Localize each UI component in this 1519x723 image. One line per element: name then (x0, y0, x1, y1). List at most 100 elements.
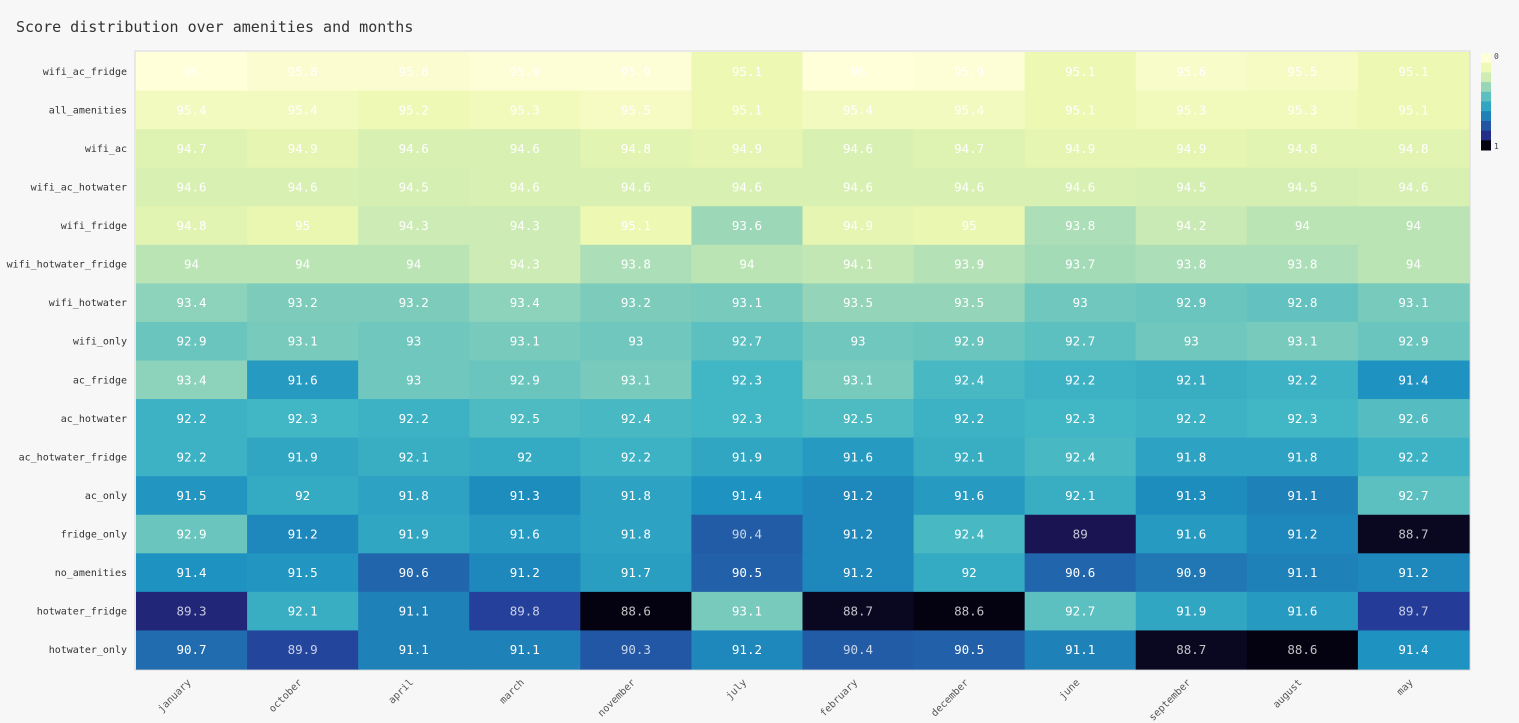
y-tick-label: all_amenities (49, 105, 127, 116)
heatmap-cells (136, 52, 1470, 670)
heatmap-cell (247, 52, 359, 92)
cell-value-label: 94.7 (176, 141, 206, 156)
heatmap-cell (580, 206, 693, 246)
colorbar-segment (1481, 91, 1491, 102)
heatmap-cell (1357, 52, 1470, 92)
cell-value-label: 94.6 (1065, 179, 1095, 194)
cell-value-label: 92.2 (954, 411, 984, 426)
cell-value-label: 93.8 (1065, 218, 1095, 233)
heatmap-cell (580, 244, 693, 284)
heatmap-cell (1357, 591, 1470, 632)
heatmap-cell (1246, 321, 1359, 362)
cell-value-label: 92 (962, 565, 977, 580)
heatmap-cell (358, 129, 470, 169)
cell-value-label: 91.2 (843, 565, 873, 580)
heatmap-cell (580, 283, 693, 323)
heatmap-cell (358, 553, 470, 593)
cell-value-label: 93.1 (288, 334, 318, 349)
heatmap-cell (913, 283, 1026, 323)
cell-value-label: 94.8 (621, 141, 651, 156)
y-tick-label: hotwater_only (49, 645, 127, 656)
heatmap-cell (913, 476, 1026, 516)
cell-value-label: 93.8 (621, 257, 651, 272)
cell-value-label: 93 (628, 334, 643, 349)
cell-value-label: 91.4 (732, 488, 762, 503)
heatmap-cell (1135, 167, 1248, 207)
heatmap-cell (1357, 321, 1470, 362)
heatmap-cell (802, 553, 915, 593)
colorbar-segment (1481, 140, 1491, 151)
cell-value-label: 91.5 (176, 488, 206, 503)
heatmap-cell-labels: 96 95.8 95.8 95.9 95.9 95.1 96 95.9 95.1 95.6 95.5… (176, 64, 1428, 657)
cell-value-label: 93.4 (176, 372, 206, 387)
cell-value-label: 92.9 (1398, 334, 1428, 349)
y-tick-label: wifi_fridge (61, 221, 127, 232)
heatmap-cell (358, 244, 470, 284)
heatmap-cell (1357, 283, 1470, 323)
cell-value-label: 91.9 (732, 449, 762, 464)
heatmap-cell (691, 90, 804, 130)
cell-value-label: 94 (406, 257, 421, 272)
cell-value-label: 93.1 (732, 295, 762, 310)
cell-value-label: 95.2 (399, 102, 429, 117)
heatmap-cell (247, 553, 359, 593)
y-tick-label: ac_hotwater_fridge (19, 452, 127, 463)
colorbar-segment (1481, 72, 1491, 83)
heatmap-cell (136, 514, 248, 554)
cell-value-label: 91.9 (1176, 604, 1206, 619)
heatmap-cell (136, 476, 248, 516)
heatmap-cell (1246, 283, 1359, 323)
cell-value-label: 94.6 (399, 141, 429, 156)
heatmap-cell (136, 52, 248, 92)
cell-value-label: 91.2 (1398, 565, 1428, 580)
heatmap-cell (469, 52, 581, 92)
cell-value-label: 91.8 (621, 488, 651, 503)
cell-value-label: 88.7 (1176, 642, 1206, 657)
cell-value-label: 94.6 (843, 179, 873, 194)
heatmap-cell (247, 514, 359, 554)
heatmap-cell (1024, 514, 1137, 554)
heatmap-cell (247, 206, 359, 246)
heatmap-cell (913, 437, 1026, 477)
cell-value-label: 93 (406, 372, 421, 387)
heatmap-cell (247, 283, 359, 323)
heatmap-cell (469, 476, 581, 516)
cell-value-label: 91.4 (176, 565, 206, 580)
cell-value-label: 88.6 (954, 604, 984, 619)
cell-value-label: 95.9 (621, 64, 651, 79)
cell-value-label: 95 (295, 218, 310, 233)
heatmap-cell (469, 129, 581, 169)
cell-value-label: 94 (295, 257, 310, 272)
y-tick-label: ac_only (85, 491, 127, 502)
cell-value-label: 93 (1184, 334, 1199, 349)
heatmap-cell (136, 630, 248, 670)
heatmap-cell (136, 360, 248, 400)
heatmap-cell (1246, 553, 1359, 593)
cell-value-label: 94.9 (1176, 141, 1206, 156)
heatmap-cell (1024, 321, 1137, 362)
cell-value-label: 91.3 (510, 488, 540, 503)
heatmap-cell (1135, 476, 1248, 516)
cell-value-label: 90.5 (954, 642, 984, 657)
heatmap-cell (136, 129, 248, 169)
cell-value-label: 92.2 (1398, 449, 1428, 464)
cell-value-label: 95.1 (1065, 64, 1095, 79)
heatmap-cell (247, 167, 359, 207)
y-tick-label: no_amenities (55, 568, 127, 579)
cell-value-label: 91.2 (732, 642, 762, 657)
y-tick-label: wifi_ac (85, 144, 127, 155)
heatmap-cell (691, 283, 804, 323)
heatmap-cell (802, 630, 915, 670)
heatmap-cell (1024, 244, 1137, 284)
heatmap-cell (913, 167, 1026, 207)
cell-value-label: 91.1 (1287, 488, 1317, 503)
cell-value-label: 95.4 (176, 102, 206, 117)
colorbar-segment (1481, 120, 1491, 132)
heatmap-cell (469, 437, 581, 477)
cell-value-label: 90.6 (399, 565, 429, 580)
cell-value-label: 93.5 (843, 295, 873, 310)
cell-value-label: 93.8 (1287, 257, 1317, 272)
heatmap-cell (136, 321, 248, 362)
cell-value-label: 95.4 (288, 102, 318, 117)
heatmap-cell (1357, 553, 1470, 593)
